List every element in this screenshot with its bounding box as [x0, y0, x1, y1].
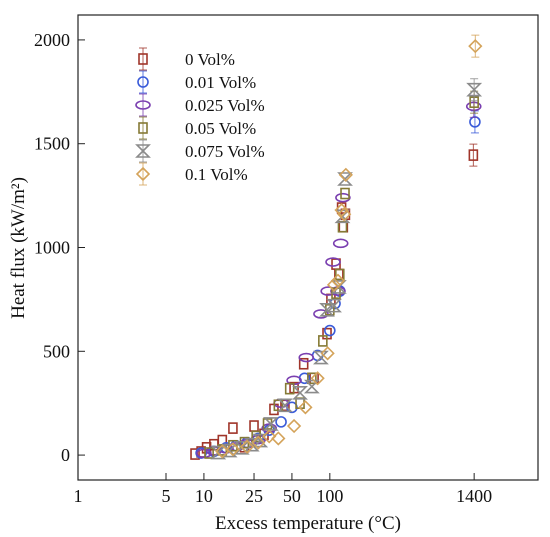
axis-ticks: 1 5 10 25 50 100 1400 0 500 1000 1500 2000: [34, 30, 492, 506]
legend-marker: [138, 47, 148, 71]
data-point: [320, 346, 335, 361]
data-point: [324, 324, 336, 337]
y-tick-label: 500: [43, 341, 70, 361]
y-tick-label: 1000: [34, 238, 70, 258]
data-point: [318, 335, 328, 347]
data-point: [190, 448, 200, 460]
data-point: [335, 192, 351, 203]
legend-label: 0.05 Vol%: [185, 119, 256, 138]
data-point: [239, 439, 255, 454]
data-point: [275, 416, 287, 428]
legend-marker: [137, 70, 149, 94]
data-point: [298, 400, 313, 415]
data-point: [298, 352, 315, 363]
data-point: [337, 207, 352, 222]
data-point: [310, 371, 325, 386]
data-point: [251, 435, 266, 450]
data-point: [292, 386, 308, 400]
data-point: [195, 447, 207, 459]
data-point: [277, 398, 293, 413]
x-tick-label: 50: [283, 486, 301, 506]
data-point: [468, 34, 483, 58]
data-point: [330, 273, 346, 288]
legend-label: 0.075 Vol%: [185, 142, 265, 161]
data-point: [325, 257, 341, 267]
legend-marker: [135, 162, 151, 186]
data-point: [325, 303, 335, 316]
data-point: [249, 420, 259, 432]
data-point: [298, 357, 309, 370]
data-marks: [190, 34, 483, 460]
data-point: [262, 429, 277, 444]
x-axis-label: Excess temperature (°C): [215, 513, 401, 534]
data-point: [468, 143, 479, 167]
legend: 0 Vol% 0.01 Vol% 0.025 Vol% 0.05 Vol% 0.075 …: [135, 47, 265, 186]
legend-marker: [138, 116, 148, 140]
legend-label: 0.1 Vol%: [185, 165, 248, 184]
legend-marker: [135, 93, 151, 117]
data-point: [313, 309, 329, 319]
data-point: [326, 298, 342, 313]
data-point: [307, 372, 317, 385]
data-point: [252, 433, 269, 448]
y-tick-label: 2000: [34, 30, 70, 50]
data-point: [204, 447, 214, 459]
x-tick-label: 25: [245, 486, 263, 506]
data-point: [337, 172, 353, 186]
data-point: [261, 423, 278, 433]
x-tick-label: 100: [316, 486, 343, 506]
x-tick-label: 1: [74, 486, 83, 506]
data-point: [340, 187, 350, 200]
data-point: [271, 431, 286, 446]
data-point: [273, 399, 284, 412]
y-tick-label: 0: [61, 445, 70, 465]
data-point: [284, 382, 295, 395]
data-point: [334, 203, 349, 218]
legend-label: 0 Vol%: [185, 50, 235, 69]
data-point: [335, 268, 345, 281]
y-axis-label: Heat flux (kW/m²): [8, 177, 29, 319]
data-point: [469, 110, 481, 134]
data-point: [326, 277, 342, 292]
data-point: [196, 448, 212, 459]
data-point: [225, 442, 241, 457]
x-tick-label: 1400: [456, 486, 492, 506]
y-tick-label: 1500: [34, 134, 70, 154]
data-point: [330, 280, 347, 294]
x-tick-label: 10: [195, 486, 213, 506]
data-point: [286, 418, 302, 434]
data-point: [466, 78, 483, 102]
legend-marker: [135, 139, 151, 163]
x-tick-label: 5: [162, 486, 171, 506]
legend-label: 0.01 Vol%: [185, 73, 256, 92]
data-point: [228, 439, 238, 452]
data-point: [332, 238, 349, 249]
data-point: [228, 422, 238, 434]
legend-label: 0.025 Vol%: [185, 96, 265, 115]
data-point: [334, 209, 351, 224]
data-point: [338, 167, 353, 182]
data-point: [262, 417, 279, 431]
